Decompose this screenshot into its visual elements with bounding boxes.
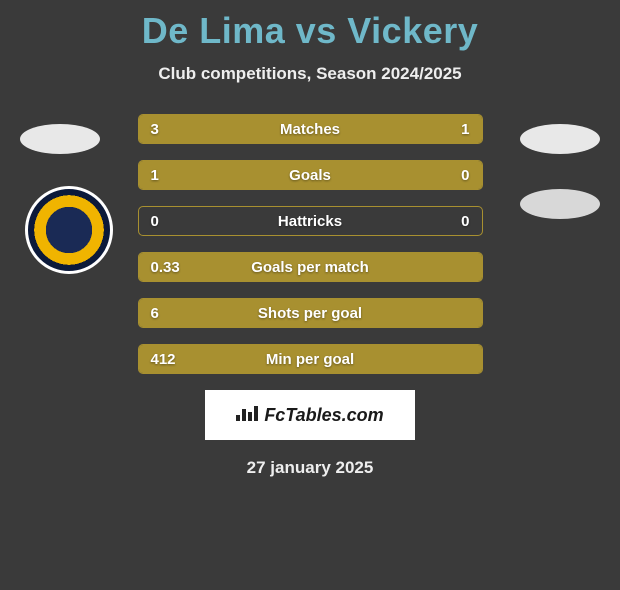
stat-label: Min per goal bbox=[139, 345, 482, 373]
stat-label: Shots per goal bbox=[139, 299, 482, 327]
player-left-avatar bbox=[20, 124, 100, 154]
stat-label: Goals per match bbox=[139, 253, 482, 281]
stat-value-right: 1 bbox=[461, 115, 469, 143]
chart-icon bbox=[236, 403, 258, 427]
stat-value-right: 0 bbox=[461, 207, 469, 235]
stat-label: Matches bbox=[139, 115, 482, 143]
stat-row: 1Goals0 bbox=[138, 160, 483, 190]
stat-row: 0Hattricks0 bbox=[138, 206, 483, 236]
club-left-badge bbox=[25, 186, 113, 274]
stat-row: 6Shots per goal bbox=[138, 298, 483, 328]
stat-label: Goals bbox=[139, 161, 482, 189]
stat-row: 3Matches1 bbox=[138, 114, 483, 144]
stat-rows: 3Matches11Goals00Hattricks00.33Goals per… bbox=[138, 114, 483, 374]
stat-row: 0.33Goals per match bbox=[138, 252, 483, 282]
stat-label: Hattricks bbox=[139, 207, 482, 235]
player-right-avatar bbox=[520, 124, 600, 154]
attribution-text: FcTables.com bbox=[264, 405, 383, 426]
attribution-badge: FcTables.com bbox=[205, 390, 415, 440]
stat-row: 412Min per goal bbox=[138, 344, 483, 374]
subtitle: Club competitions, Season 2024/2025 bbox=[0, 64, 620, 84]
page-title: De Lima vs Vickery bbox=[0, 10, 620, 52]
club-right-badge bbox=[520, 189, 600, 219]
stat-value-right: 0 bbox=[461, 161, 469, 189]
date-label: 27 january 2025 bbox=[0, 458, 620, 478]
comparison-area: 3Matches11Goals00Hattricks00.33Goals per… bbox=[0, 114, 620, 478]
